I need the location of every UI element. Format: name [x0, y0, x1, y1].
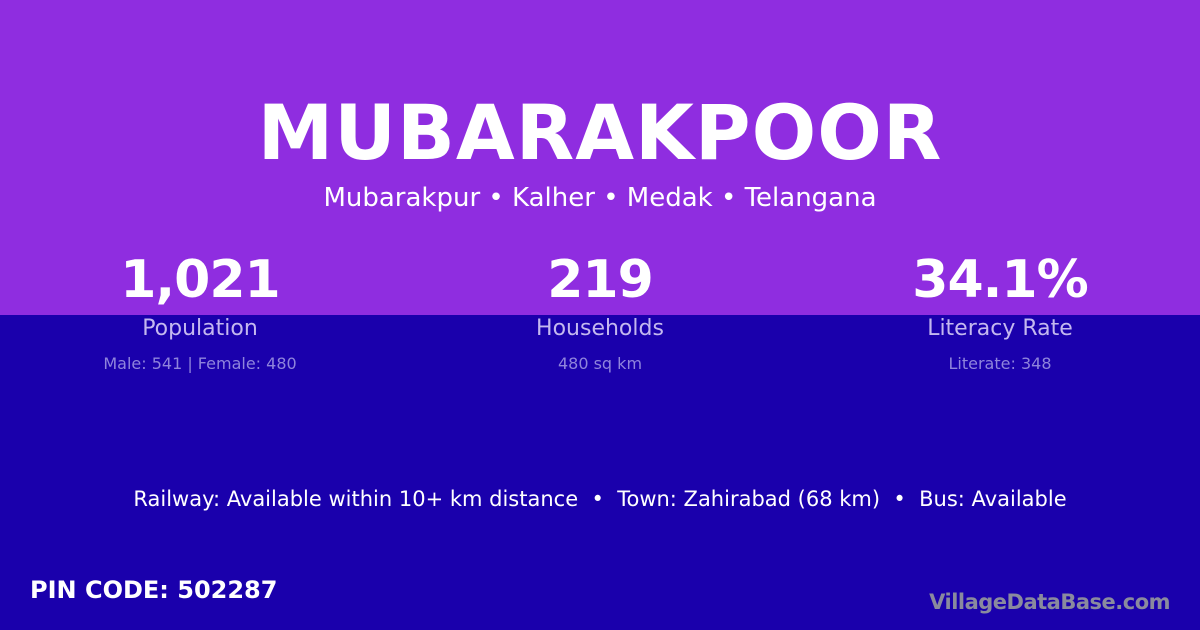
stat-value: 34.1%	[912, 250, 1088, 310]
stat-label: Households	[536, 316, 664, 341]
stat-value: 219	[547, 250, 654, 310]
stat-detail: 480 sq km	[557, 354, 643, 373]
header-band	[0, 0, 1200, 315]
stat-value: 1,021	[120, 250, 280, 310]
location-breadcrumb: Mubarakpur • Kalher • Medak • Telangana	[323, 183, 877, 213]
stat-detail: Male: 541 | Female: 480	[103, 354, 297, 373]
brand-logo: VillageDataBase.com	[929, 590, 1170, 614]
pin-code: PIN CODE: 502287	[30, 576, 278, 604]
connectivity-info: Railway: Available within 10+ km distanc…	[133, 487, 1067, 511]
village-title: MUBARAKPOOR	[257, 88, 943, 177]
stat-label: Population	[142, 316, 258, 341]
stat-label: Literacy Rate	[927, 316, 1073, 341]
stat-detail: Literate: 348	[948, 354, 1052, 373]
